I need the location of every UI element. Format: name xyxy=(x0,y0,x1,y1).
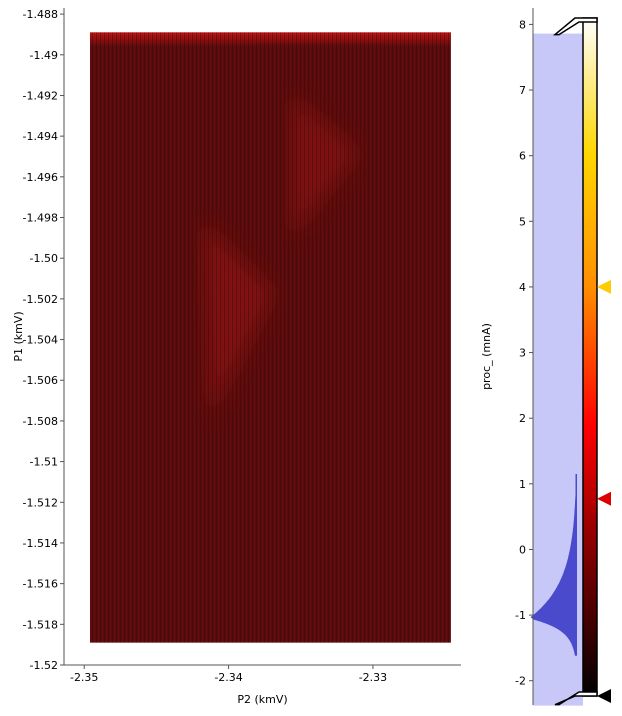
colorbar-tick-label: 0 xyxy=(519,543,526,556)
colorbar-tick-label: -2 xyxy=(515,675,526,688)
y-tick-label: -1.49 xyxy=(30,49,58,62)
y-tick-label: -1.496 xyxy=(23,171,58,184)
y-tick-label: -1.492 xyxy=(23,89,58,102)
colorbar-tick-label: 5 xyxy=(519,215,526,228)
y-tick-label: -1.512 xyxy=(23,496,58,509)
gradient-marker-red[interactable] xyxy=(597,491,611,506)
colorbar-axis: 8 7 6 5 4 3 2 1 0 -1 -2 xyxy=(515,18,533,688)
colorbar-axis-label: proc_ (mnA) xyxy=(480,323,493,390)
y-tick-label: -1.50 xyxy=(30,252,58,265)
colorbar-tick-label: 7 xyxy=(519,84,526,97)
level-min-handle[interactable] xyxy=(554,691,598,706)
level-max-handle[interactable] xyxy=(552,17,598,36)
colorbar-tick-label: -1 xyxy=(515,609,526,622)
y-tick-label: -1.494 xyxy=(23,130,58,143)
color-gradient-bar xyxy=(582,17,598,697)
y-tick-label: -1.516 xyxy=(23,578,58,591)
y-tick-label: -1.488 xyxy=(23,8,58,21)
colorbar-tick-label: 6 xyxy=(519,150,526,163)
colorbar-tick-label: 3 xyxy=(519,347,526,360)
gradient-marker-black[interactable] xyxy=(597,689,611,703)
x-tick-label: -2.33 xyxy=(359,671,387,684)
y-axis-label: P1 (kmV) xyxy=(12,311,25,361)
colorbar-tick-label: 8 xyxy=(519,18,526,31)
colorbar-tick-label: 4 xyxy=(519,281,526,294)
value-histogram xyxy=(530,474,577,656)
y-tick-label: -1.52 xyxy=(30,659,58,672)
colorbar-tick-label: 1 xyxy=(519,478,526,491)
x-tick-label: -2.34 xyxy=(214,671,242,684)
x-axis: -2.35 -2.34 -2.33 xyxy=(70,665,387,684)
gradient-marker-yellow[interactable] xyxy=(597,279,611,294)
heatmap-plot[interactable]: -1.488 -1.49 -1.492 -1.494 -1.496 -1.498 -1.50… xyxy=(12,8,461,706)
colorbar-histogram-panel[interactable]: 8 7 6 5 4 3 2 1 0 -1 -2 proc_ (mnA) xyxy=(480,8,611,706)
y-tick-label: -1.518 xyxy=(23,618,58,631)
y-tick-label: -1.502 xyxy=(23,293,58,306)
x-axis-label: P2 (kmV) xyxy=(237,693,287,706)
heatmap-texture xyxy=(89,32,451,643)
y-tick-label: -1.51 xyxy=(30,456,58,469)
y-tick-label: -1.508 xyxy=(23,415,58,428)
y-axis: -1.488 -1.49 -1.492 -1.494 -1.496 -1.498 -1.50… xyxy=(23,8,64,672)
y-tick-label: -1.506 xyxy=(23,374,58,387)
colorbar-tick-label: 2 xyxy=(519,412,526,425)
y-tick-label: -1.504 xyxy=(23,334,58,347)
y-tick-label: -1.514 xyxy=(23,537,58,550)
y-tick-label: -1.498 xyxy=(23,212,58,225)
x-tick-label: -2.35 xyxy=(70,671,98,684)
